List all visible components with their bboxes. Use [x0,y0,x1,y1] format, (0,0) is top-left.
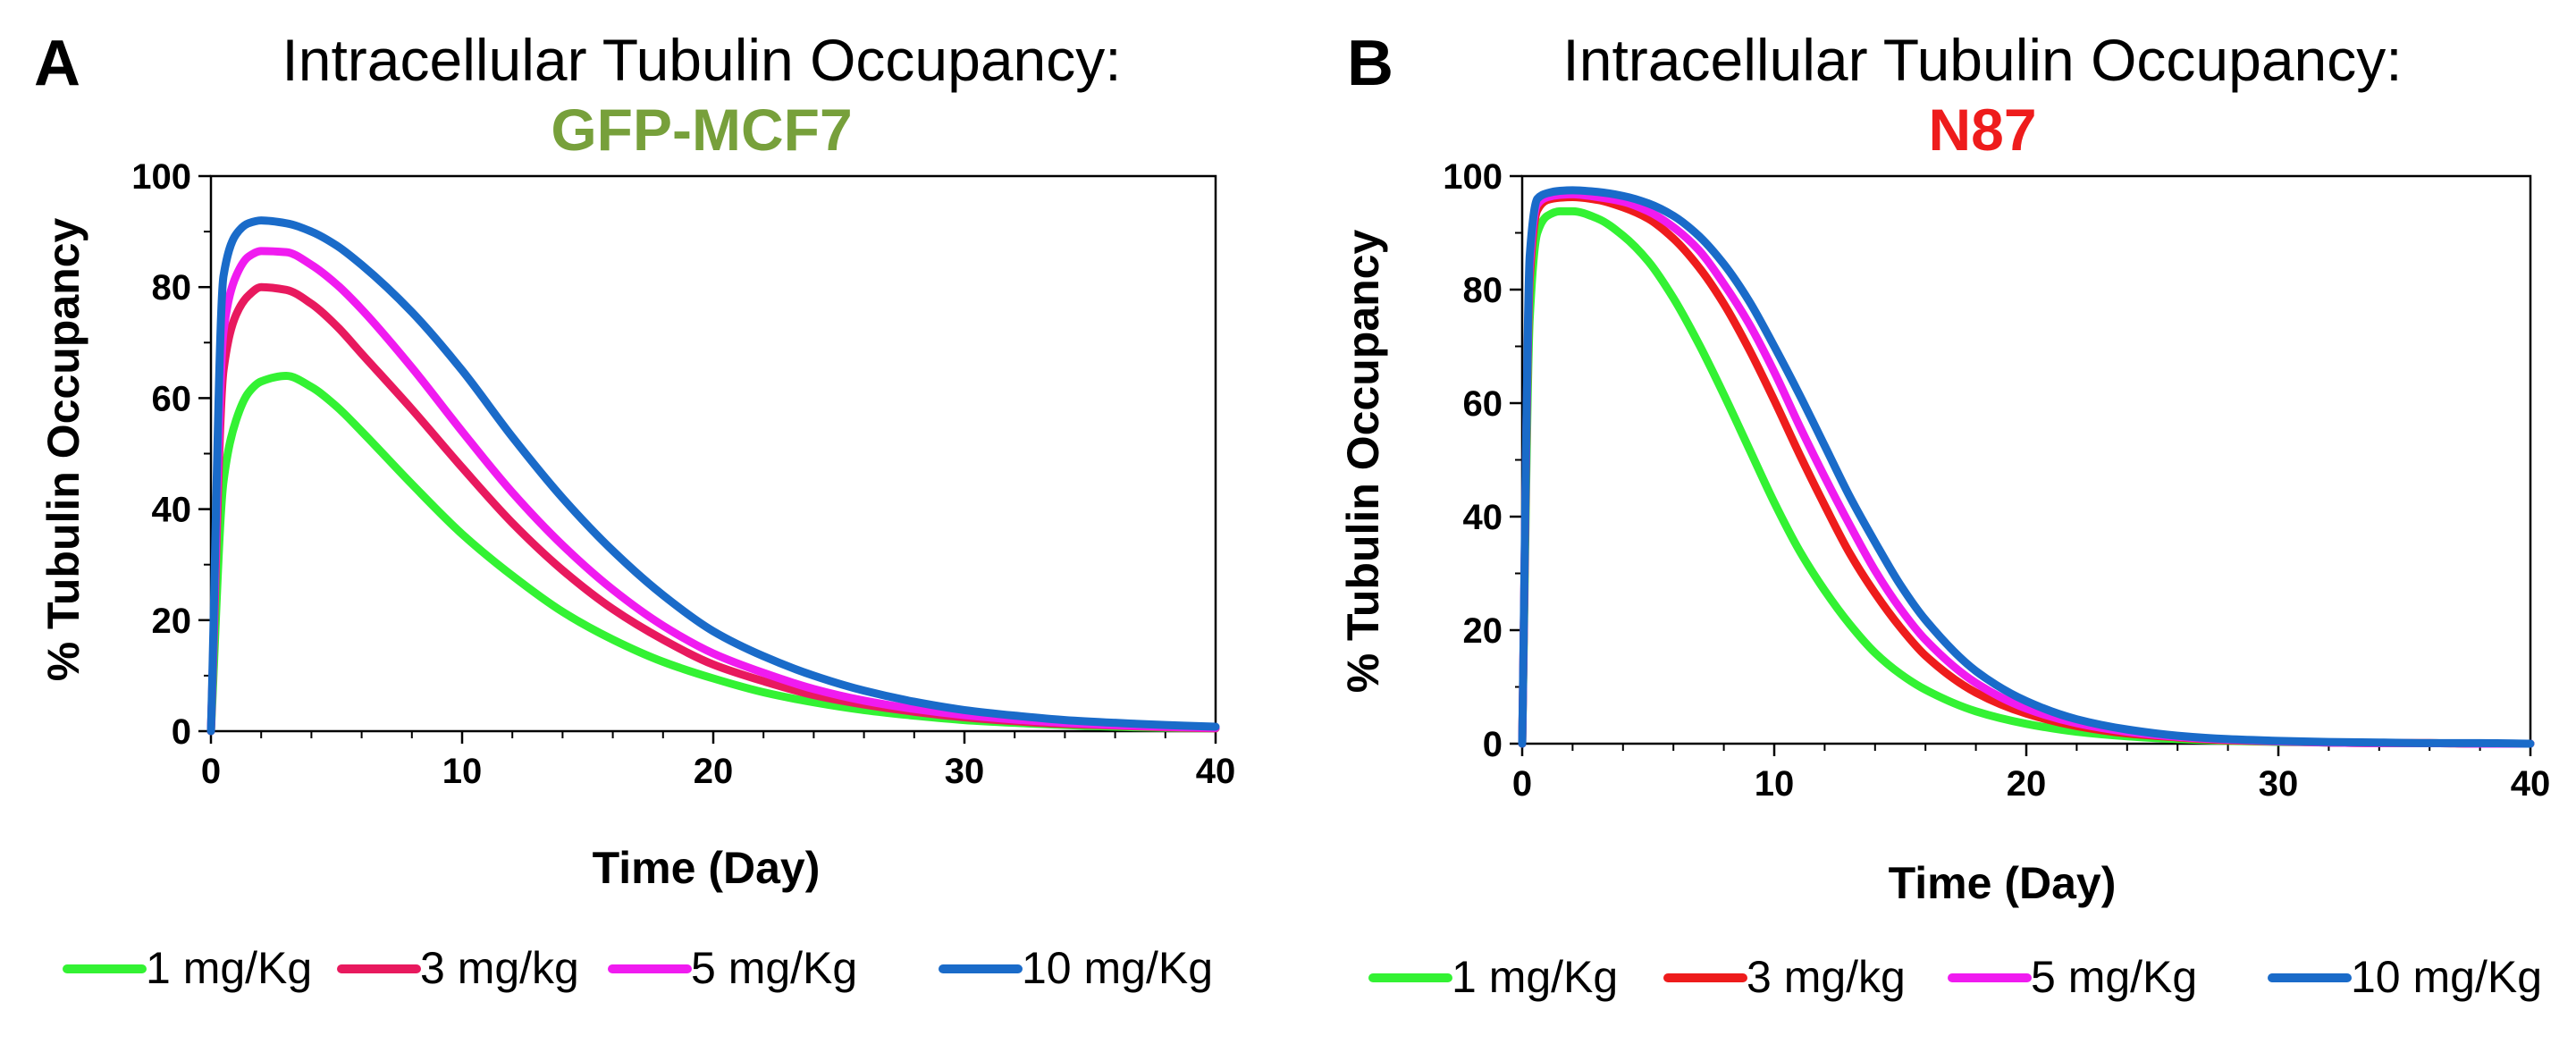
x-tick-label: 10 [1755,764,1795,804]
plot-area: 0 20 40 60 80 100 0 10 20 30 40 [1443,157,2550,804]
x-tick-label: 10 [442,752,483,791]
x-tick-label: 20 [694,752,734,791]
x-tick-label: 0 [201,752,221,791]
y-tick-label: 80 [1463,271,1503,310]
series-line-3 [206,247,1220,736]
chart-subtitle: GFP-MCF7 [551,97,852,163]
y-tick-label: 100 [131,157,191,197]
x-tick-label: 20 [2007,764,2047,804]
y-tick-label: 20 [152,602,192,641]
y-tick-label: 60 [152,379,192,418]
legend-label: 1 mg/Kg [146,943,312,993]
series-line-1 [1518,206,2535,748]
legend-item: 3 mg/kg [337,943,579,993]
legend-label: 3 mg/kg [420,943,579,993]
x-tick-label: 40 [2511,764,2551,804]
panel-label: B [1347,28,1393,99]
x-axis-title: Time (Day) [1889,858,2117,908]
x-axis-title: Time (Day) [593,843,821,893]
chart-panel-a: A Intracellular Tubulin Occupancy: GFP-M… [34,27,1235,993]
x-tick-label: 40 [1196,752,1236,791]
series-line-2 [206,282,1220,736]
legend-label: 5 mg/Kg [2031,952,2197,1002]
panel-label: A [34,28,80,99]
series-line-3 [1518,189,2535,748]
legend-item: 1 mg/Kg [63,943,312,993]
chart-b-svg: B Intracellular Tubulin Occupancy: N87 %… [1338,27,2550,1002]
series-line-4 [206,216,1220,736]
y-tick-label: 100 [1443,157,1503,197]
chart-panel-b: B Intracellular Tubulin Occupancy: N87 %… [1288,0,2576,1044]
y-tick-label: 0 [172,712,191,752]
series-line-4 [1518,186,2535,748]
x-tick-label: 30 [945,752,985,791]
legend: 1 mg/Kg 3 mg/kg 5 mg/Kg 10 mg/Kg [1368,952,2542,1002]
chart-a-svg: A Intracellular Tubulin Occupancy: GFP-M… [34,27,1235,993]
x-tick-label: 30 [2259,764,2299,804]
legend-label: 10 mg/Kg [2351,952,2542,1002]
plot-area: 0 20 40 60 80 100 0 10 20 30 40 [131,157,1235,791]
legend-item: 1 mg/Kg [1368,952,1618,1002]
series-line-2 [1518,193,2535,748]
y-tick-label: 60 [1463,384,1503,424]
plot-frame [1520,174,2532,745]
chart-subtitle: N87 [1928,97,2036,163]
y-axis-title: % Tubulin Occupancy [1338,230,1388,694]
legend-label: 5 mg/Kg [691,943,857,993]
legend-item: 5 mg/Kg [608,943,857,993]
y-tick-label: 80 [152,268,192,307]
chart-title: Intracellular Tubulin Occupancy: [282,27,1121,93]
legend-item: 3 mg/kg [1663,952,1906,1002]
legend-label: 1 mg/Kg [1452,952,1618,1002]
y-tick-label: 40 [1463,498,1503,537]
legend-item: 10 mg/Kg [2268,952,2542,1002]
chart-title: Intracellular Tubulin Occupancy: [1562,27,2402,93]
series-line-1 [206,372,1220,736]
y-tick-label: 40 [152,491,192,530]
legend-label: 3 mg/kg [1747,952,1906,1002]
legend: 1 mg/Kg 3 mg/kg 5 mg/Kg 10 mg/Kg [63,943,1213,993]
y-axis-title: % Tubulin Occupancy [38,218,88,682]
y-tick-label: 20 [1463,611,1503,651]
legend-label: 10 mg/Kg [1022,943,1213,993]
y-tick-label: 0 [1483,725,1503,764]
legend-item: 10 mg/Kg [939,943,1213,993]
plot-frame [209,174,1217,733]
x-tick-label: 0 [1512,764,1532,804]
legend-item: 5 mg/Kg [1948,952,2197,1002]
